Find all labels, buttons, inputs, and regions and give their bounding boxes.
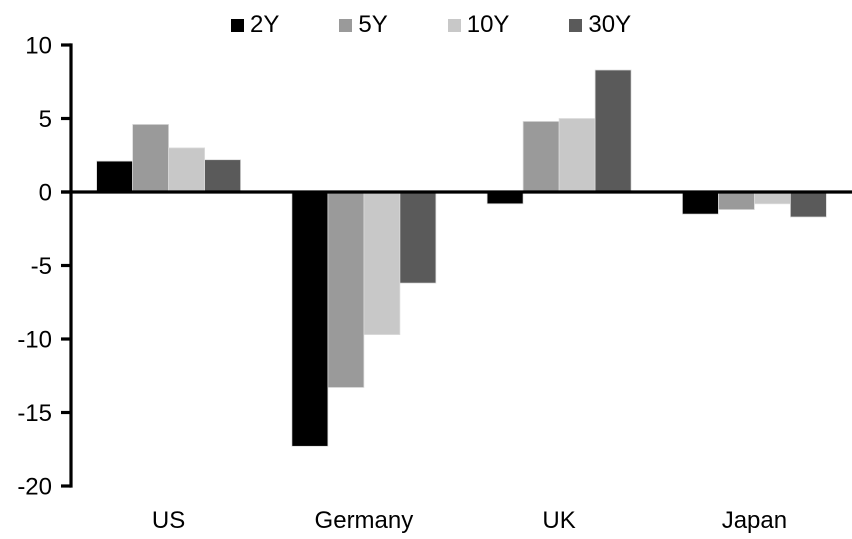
- legend-swatch-30y: [569, 18, 583, 32]
- y-tick-label: -15: [17, 400, 52, 427]
- x-category-label: UK: [542, 507, 575, 534]
- legend-label-10y: 10Y: [466, 11, 510, 38]
- bar-uk-10y: [558, 118, 596, 193]
- bar-germany-30y: [399, 191, 437, 284]
- legend-label-5y: 5Y: [358, 11, 388, 38]
- chart-legend: 2Y 5Y 10Y 30Y: [231, 13, 631, 37]
- y-tick-label: -5: [31, 253, 52, 280]
- bar-japan-5y: [718, 191, 755, 210]
- y-tick-label: 5: [39, 106, 52, 133]
- x-category-label: US: [152, 507, 185, 534]
- bar-uk-30y: [594, 69, 632, 193]
- x-category-label: Japan: [722, 507, 787, 534]
- bar-japan-30y: [790, 191, 827, 218]
- y-tick-label: 10: [25, 33, 52, 60]
- y-tick-label: -10: [17, 327, 52, 354]
- legend-swatch-5y: [339, 18, 353, 32]
- legend-label-2y: 2Y: [250, 11, 280, 38]
- bar-us-10y: [168, 147, 205, 193]
- y-tick-label: 0: [39, 180, 52, 207]
- legend-item-5y: 5Y: [339, 11, 388, 38]
- bar-us-2y: [96, 160, 133, 193]
- legend-swatch-10y: [447, 18, 461, 32]
- bar-uk-5y: [522, 121, 560, 193]
- legend-item-30y: 30Y: [569, 13, 631, 37]
- bar-us-30y: [204, 159, 241, 193]
- legend-item-2y: 2Y: [231, 13, 279, 37]
- bar-germany-10y: [363, 191, 401, 335]
- bar-us-5y: [132, 124, 169, 193]
- bar-germany-5y: [327, 191, 365, 388]
- bar-uk-2y: [486, 191, 524, 205]
- y-tick-label: -20: [17, 474, 52, 501]
- legend-swatch-2y: [231, 18, 244, 32]
- x-category-label: Germany: [315, 507, 414, 534]
- bar-japan-2y: [682, 191, 719, 215]
- bar-germany-2y: [291, 191, 329, 447]
- legend-item-10y: 10Y: [447, 11, 510, 38]
- legend-label-30y: 30Y: [588, 11, 632, 38]
- bar-japan-10y: [754, 191, 791, 205]
